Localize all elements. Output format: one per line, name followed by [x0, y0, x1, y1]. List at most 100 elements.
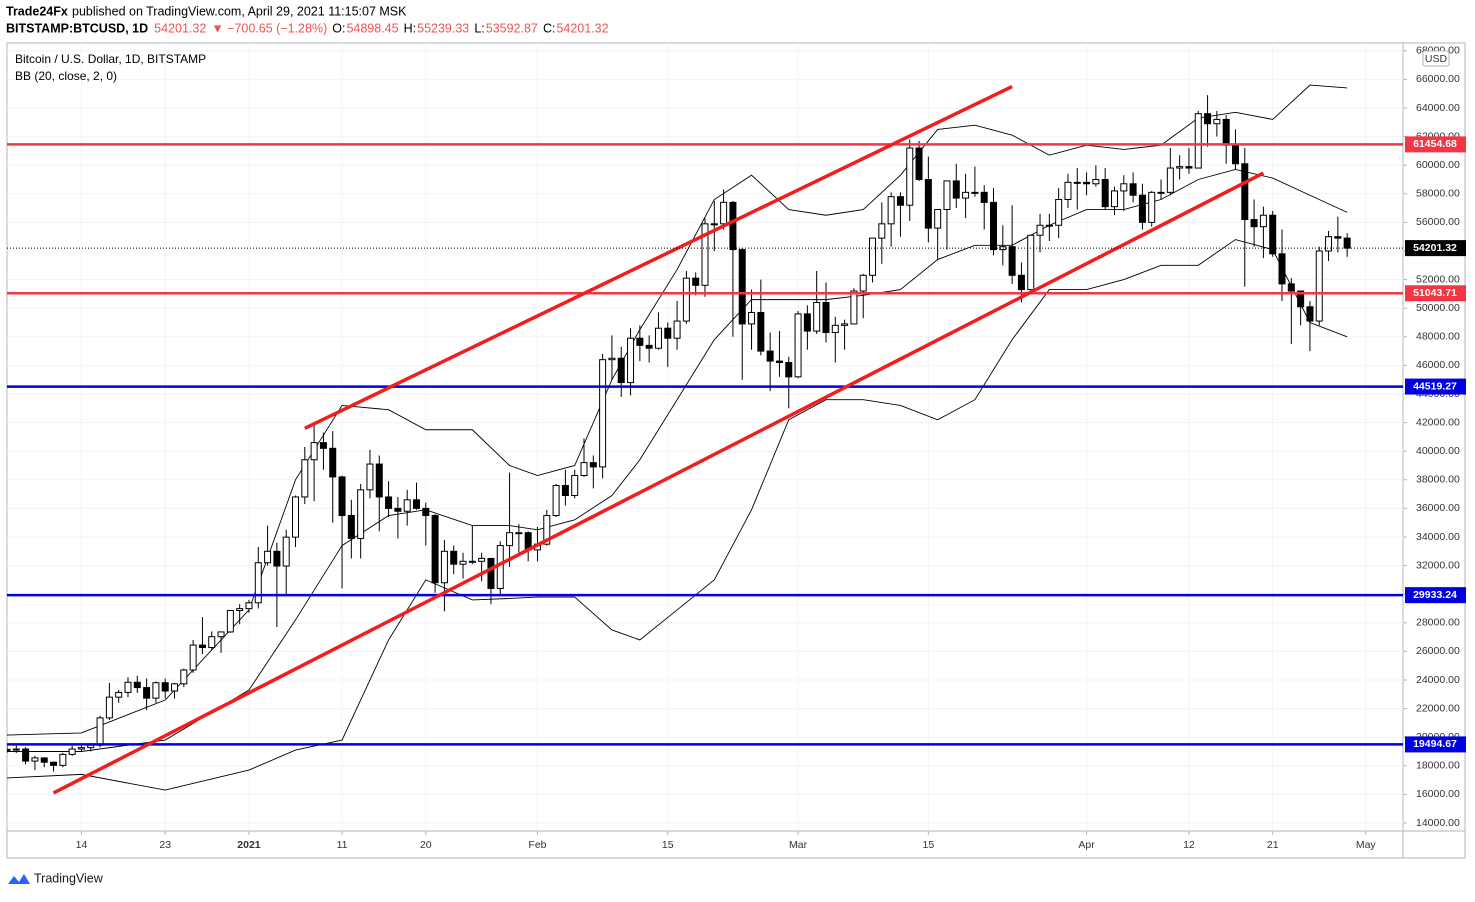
bollinger-upper	[7, 84, 1348, 736]
candle-body	[1138, 194, 1146, 223]
y-tick-label: 40000.00	[1416, 445, 1460, 457]
candle-body	[226, 609, 234, 633]
candle-body	[785, 362, 793, 378]
candle-body	[543, 515, 551, 545]
candle-body	[1343, 237, 1351, 249]
y-tick-label: 42000.00	[1416, 416, 1460, 428]
candle-body	[1213, 118, 1221, 125]
candle-body	[1194, 113, 1202, 169]
y-tick-label: 48000.00	[1416, 331, 1460, 343]
candle-body	[980, 191, 988, 203]
level-label: 44519.27	[1413, 380, 1457, 392]
y-tick-label: 58000.00	[1416, 188, 1460, 200]
candle-body	[1073, 181, 1081, 184]
candle-body	[896, 196, 904, 206]
header: Trade24Fx published on TradingView.com, …	[6, 4, 609, 35]
candle-body	[422, 507, 430, 517]
candle-body	[338, 476, 346, 517]
candle-body	[1259, 214, 1267, 228]
x-tick-label: Feb	[528, 839, 546, 851]
currency-badge: USD	[1422, 50, 1450, 67]
y-tick-label: 26000.00	[1416, 645, 1460, 657]
currency: USD	[1425, 53, 1448, 65]
candle-body	[152, 682, 160, 699]
level-label-box	[1405, 587, 1466, 604]
candle-body	[1269, 214, 1277, 255]
x-tick-label: 15	[923, 839, 935, 851]
candle-body	[878, 223, 886, 239]
candle-body	[766, 350, 774, 362]
x-tick-label: 12	[1183, 839, 1195, 851]
header-value: 53592.87	[486, 21, 538, 35]
candle-body	[1120, 183, 1128, 192]
candle-body	[1045, 224, 1053, 227]
candle-body	[571, 475, 579, 497]
candle-body	[850, 290, 858, 325]
candle-body	[1278, 253, 1286, 285]
y-tick-label: 50000.00	[1416, 302, 1460, 314]
y-tick-label: 28000.00	[1416, 617, 1460, 629]
candle-body	[385, 496, 393, 509]
candle-body	[96, 717, 104, 746]
candle-body	[906, 147, 914, 206]
candle-body	[1204, 113, 1212, 125]
candle-body	[171, 683, 179, 692]
candle-body	[375, 463, 383, 498]
candle-body	[68, 748, 76, 755]
level-label-box	[1405, 378, 1466, 395]
last-price-box	[1405, 240, 1466, 257]
candle-body	[133, 681, 141, 689]
candle-body	[12, 748, 20, 751]
candle-body	[990, 201, 998, 251]
footer: TradingView	[8, 871, 104, 885]
candle-body	[1129, 183, 1137, 196]
candle-body	[561, 485, 569, 497]
legend-title: Bitcoin / U.S. Dollar, 1D, BITSTAMP	[15, 52, 206, 66]
candle-body	[1036, 224, 1044, 236]
level-label: 51043.71	[1413, 287, 1457, 299]
candle-body	[915, 147, 923, 180]
candle-body	[589, 462, 597, 468]
candle-body	[580, 462, 588, 477]
candle-body	[924, 178, 932, 229]
publisher: Trade24Fx	[6, 4, 68, 18]
x-tick-label: Apr	[1078, 839, 1095, 851]
candle-body	[1241, 163, 1249, 221]
candle-body	[357, 489, 365, 539]
candle-body	[682, 277, 690, 322]
level-label: 19494.67	[1413, 738, 1457, 750]
footer-text: TradingView	[34, 871, 104, 885]
x-tick-label: 21	[1267, 839, 1279, 851]
candle-body	[1055, 199, 1063, 226]
candle-body	[999, 246, 1007, 251]
candle-body	[887, 196, 895, 225]
candle-body	[1064, 181, 1072, 201]
y-tick-label: 36000.00	[1416, 502, 1460, 514]
candle-body	[1157, 191, 1165, 194]
level-label-box	[1405, 136, 1466, 153]
y-tick-label: 56000.00	[1416, 216, 1460, 228]
candle-body	[310, 442, 318, 461]
candle-body	[273, 550, 281, 567]
candle-body	[403, 499, 411, 512]
candle-body	[952, 180, 960, 199]
candle-body	[282, 536, 290, 567]
y-tick-label: 24000.00	[1416, 674, 1460, 686]
last-price-label: 54201.32	[1413, 242, 1457, 254]
candle-body	[161, 682, 169, 692]
candle-body	[1101, 178, 1109, 208]
candle-body	[180, 669, 188, 685]
candle-body	[813, 301, 821, 332]
candle-body	[1148, 191, 1156, 223]
candle-body	[710, 223, 718, 226]
published: published on TradingView.com, April 29, …	[72, 4, 407, 18]
candle-body	[803, 313, 811, 332]
candle-body	[31, 757, 39, 762]
candle-body	[198, 644, 206, 649]
candle-body	[831, 324, 839, 334]
candle-body	[124, 681, 132, 693]
candle-body	[208, 636, 216, 649]
y-tick-label: 38000.00	[1416, 474, 1460, 486]
